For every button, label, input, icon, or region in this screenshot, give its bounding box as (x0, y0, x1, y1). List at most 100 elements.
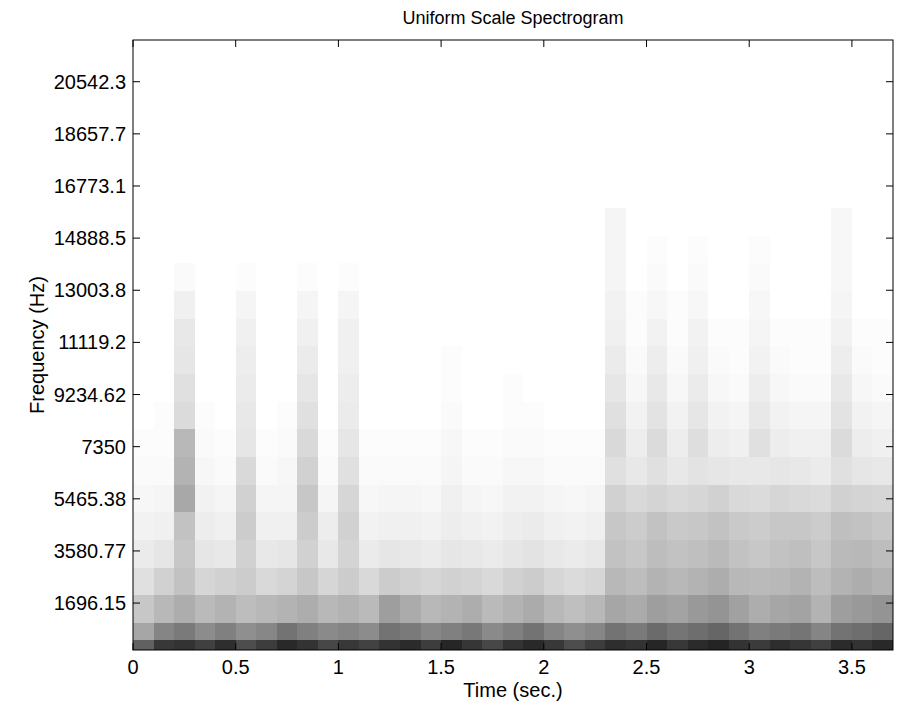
cell (811, 539, 832, 567)
cell (544, 40, 565, 208)
cell (256, 235, 277, 263)
cell (872, 622, 893, 639)
cell (277, 235, 298, 263)
cell (441, 484, 462, 512)
cell (133, 346, 154, 374)
cell (605, 373, 626, 401)
cell (338, 595, 359, 623)
cell (790, 639, 811, 650)
cell (482, 484, 503, 512)
cell (359, 401, 380, 429)
cell (215, 484, 236, 512)
cell (421, 207, 442, 235)
cell (729, 235, 750, 263)
cell (359, 595, 380, 623)
cell (338, 40, 359, 208)
cell (872, 235, 893, 263)
cell (585, 567, 606, 595)
cell (605, 539, 626, 567)
cell (133, 512, 154, 540)
cell (831, 373, 852, 401)
cell (605, 346, 626, 374)
cell (667, 622, 688, 639)
cell (195, 40, 216, 208)
cell (585, 40, 606, 208)
cell (215, 539, 236, 567)
cell (379, 567, 400, 595)
cell (215, 429, 236, 457)
cell (462, 40, 483, 208)
cell (790, 429, 811, 457)
cell (195, 567, 216, 595)
cell (379, 318, 400, 346)
cell (852, 622, 873, 639)
y-tick-label: 7350 (82, 436, 127, 458)
cell (154, 290, 175, 318)
cell (544, 512, 565, 540)
cell (154, 484, 175, 512)
cell (154, 263, 175, 291)
cell (605, 290, 626, 318)
cell (154, 429, 175, 457)
cell (236, 484, 257, 512)
cell (133, 622, 154, 639)
cell (872, 346, 893, 374)
cell (503, 512, 524, 540)
x-tick (338, 643, 339, 650)
cell (277, 263, 298, 291)
cell (195, 207, 216, 235)
cell (667, 263, 688, 291)
cell (852, 290, 873, 318)
cell (503, 567, 524, 595)
cell (749, 40, 770, 208)
y-tick-label: 9234.62 (54, 384, 126, 406)
cell (831, 567, 852, 595)
cell (626, 429, 647, 457)
cell (585, 290, 606, 318)
cell (749, 235, 770, 263)
y-axis-title: Frequency (Hz) (26, 276, 48, 414)
cell (605, 512, 626, 540)
y-tick-right (886, 238, 893, 239)
cell (503, 429, 524, 457)
cell (749, 456, 770, 484)
cell (297, 40, 318, 208)
cell (400, 456, 421, 484)
cell (811, 622, 832, 639)
cell (667, 318, 688, 346)
cell (379, 595, 400, 623)
cell (605, 318, 626, 346)
cell (482, 346, 503, 374)
cell (195, 622, 216, 639)
cell (790, 595, 811, 623)
cell (441, 512, 462, 540)
cell (215, 622, 236, 639)
cell (749, 263, 770, 291)
cell (770, 512, 791, 540)
cell (297, 539, 318, 567)
cell (688, 263, 709, 291)
cell (852, 639, 873, 650)
cell (585, 235, 606, 263)
cell (256, 622, 277, 639)
y-tick (133, 498, 140, 499)
cell (564, 40, 585, 208)
cell (626, 639, 647, 650)
cell (174, 484, 195, 512)
cell (585, 622, 606, 639)
cell (647, 539, 668, 567)
cell (729, 484, 750, 512)
cell (729, 207, 750, 235)
cell (462, 567, 483, 595)
y-tick (133, 394, 140, 395)
cell (564, 639, 585, 650)
cell (831, 512, 852, 540)
cell (503, 639, 524, 650)
cell (749, 373, 770, 401)
cell (564, 235, 585, 263)
cell (811, 373, 832, 401)
cell (811, 567, 832, 595)
cell (174, 401, 195, 429)
cell (872, 484, 893, 512)
cell (154, 595, 175, 623)
